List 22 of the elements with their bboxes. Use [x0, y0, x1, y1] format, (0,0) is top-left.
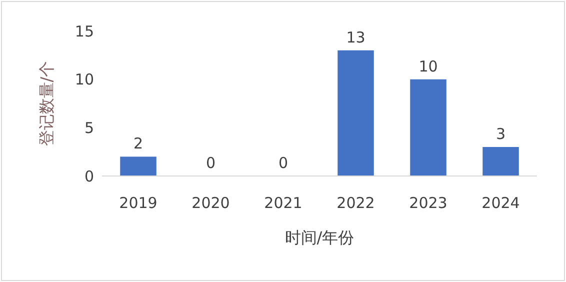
data-label: 0 [206, 154, 216, 172]
y-axis-title: 登记数量/个 [37, 60, 56, 146]
data-label: 3 [496, 125, 506, 143]
data-label: 10 [418, 57, 438, 76]
bar [120, 156, 156, 176]
x-tick-label: 2022 [336, 194, 375, 212]
y-tick-label: 10 [74, 70, 94, 89]
data-label: 0 [278, 154, 288, 172]
data-label: 2 [133, 134, 144, 153]
bar [410, 79, 446, 176]
y-tick-label: 5 [84, 118, 94, 137]
x-tick-label: 2021 [264, 194, 302, 212]
x-tick-label: 2020 [192, 194, 230, 212]
x-tick-label: 2024 [482, 194, 520, 212]
x-tick-label: 2019 [119, 194, 158, 212]
data-label: 13 [346, 28, 366, 46]
y-tick-label: 15 [74, 22, 94, 40]
bar [338, 50, 374, 176]
x-axis-title: 时间/年份 [284, 228, 354, 247]
y-tick-label: 0 [84, 167, 94, 186]
bar [482, 147, 519, 176]
x-tick-label: 2023 [409, 194, 448, 212]
